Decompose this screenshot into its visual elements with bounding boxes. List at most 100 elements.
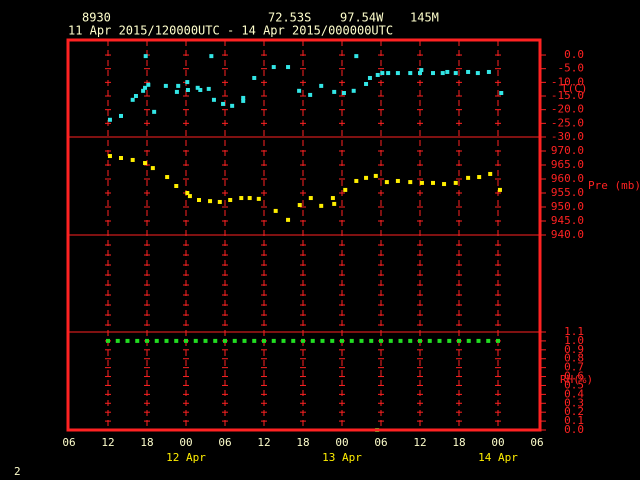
point bbox=[427, 338, 432, 343]
y-tick-label: 0.3 bbox=[564, 396, 584, 409]
point bbox=[286, 65, 291, 70]
day-label: 13 Apr bbox=[322, 451, 362, 464]
point bbox=[106, 338, 110, 343]
point bbox=[297, 88, 302, 93]
point bbox=[499, 91, 504, 96]
point bbox=[185, 88, 190, 93]
longitude: 97.54W bbox=[340, 11, 384, 25]
y-tick-label: 0.9 bbox=[564, 343, 584, 356]
point bbox=[395, 178, 400, 183]
point bbox=[130, 157, 135, 162]
point bbox=[319, 83, 324, 88]
point bbox=[332, 89, 337, 94]
point bbox=[228, 198, 233, 202]
y-tick-label: -20.0 bbox=[551, 103, 584, 116]
day-label: 12 Apr bbox=[166, 451, 206, 464]
y-tick-label: 0.1 bbox=[564, 414, 584, 427]
point bbox=[453, 180, 458, 185]
point bbox=[419, 180, 424, 185]
point bbox=[384, 180, 389, 185]
y-tick-label: 0.5 bbox=[564, 378, 584, 391]
elevation: 145M bbox=[410, 11, 439, 25]
point bbox=[457, 338, 461, 343]
point bbox=[135, 338, 140, 343]
point bbox=[115, 338, 120, 343]
frame bbox=[66, 38, 542, 432]
y-axis-label: Pre (mb) bbox=[588, 179, 640, 192]
point bbox=[408, 338, 413, 343]
point bbox=[373, 173, 378, 178]
point bbox=[408, 180, 413, 185]
point bbox=[354, 54, 359, 59]
y-tick-label: -15.0 bbox=[551, 89, 584, 102]
y-tick-label: 1.0 bbox=[564, 334, 584, 347]
point bbox=[440, 71, 445, 76]
point bbox=[184, 338, 188, 343]
point bbox=[380, 71, 385, 76]
x-tick-label: 12 bbox=[413, 436, 426, 449]
point bbox=[252, 75, 257, 80]
point bbox=[497, 187, 502, 192]
point bbox=[408, 71, 413, 76]
point bbox=[271, 65, 276, 70]
point bbox=[174, 338, 179, 343]
y-tick-label: 1.1 bbox=[564, 325, 584, 338]
station: 8930 bbox=[82, 11, 111, 25]
point bbox=[351, 88, 356, 93]
x-tick-label: 00 bbox=[491, 436, 504, 449]
point bbox=[431, 71, 435, 76]
point bbox=[332, 201, 337, 206]
y-tick-label: 0.8 bbox=[564, 352, 584, 365]
x-tick-label: 06 bbox=[530, 436, 543, 449]
point bbox=[107, 117, 112, 122]
point bbox=[475, 71, 480, 76]
y-axis-label: RH(%) bbox=[560, 373, 593, 386]
y-tick-label: 0.6 bbox=[564, 370, 584, 383]
point bbox=[133, 94, 138, 99]
x-tick-label: 12 bbox=[101, 436, 114, 449]
point bbox=[232, 338, 237, 343]
x-tick-label: 18 bbox=[452, 436, 465, 449]
point bbox=[247, 196, 252, 201]
y-tick-label: -25.0 bbox=[551, 116, 584, 129]
point bbox=[395, 71, 400, 76]
point bbox=[242, 338, 247, 343]
point bbox=[437, 338, 442, 343]
point bbox=[476, 338, 481, 343]
point bbox=[281, 338, 286, 343]
point bbox=[297, 203, 302, 208]
point bbox=[141, 88, 146, 93]
y-tick-label: 0.4 bbox=[564, 387, 584, 400]
point bbox=[193, 338, 198, 343]
point bbox=[107, 154, 112, 159]
page-number: 2 bbox=[14, 465, 21, 478]
point bbox=[320, 338, 325, 343]
point bbox=[223, 338, 227, 343]
point bbox=[206, 86, 211, 91]
point bbox=[310, 338, 315, 343]
point bbox=[125, 338, 130, 343]
x-tick-label: 18 bbox=[140, 436, 153, 449]
y-tick-label: 0.0 bbox=[564, 423, 584, 436]
point bbox=[273, 208, 278, 213]
point bbox=[208, 199, 213, 204]
y-tick-label: 965.0 bbox=[551, 158, 584, 171]
point bbox=[163, 83, 168, 88]
point bbox=[419, 68, 424, 73]
point bbox=[145, 338, 149, 343]
point bbox=[252, 338, 257, 343]
y-tick-label: 940.0 bbox=[551, 228, 584, 241]
point bbox=[486, 338, 491, 343]
x-tick-label: 06 bbox=[218, 436, 231, 449]
point bbox=[418, 71, 422, 76]
point bbox=[349, 338, 354, 343]
point bbox=[146, 82, 151, 87]
point bbox=[343, 187, 348, 192]
y-tick-label: 970.0 bbox=[551, 144, 584, 157]
point bbox=[340, 338, 344, 343]
point bbox=[187, 194, 192, 199]
point bbox=[174, 184, 179, 188]
y-tick-label: 0.2 bbox=[564, 405, 584, 418]
point bbox=[418, 338, 422, 343]
